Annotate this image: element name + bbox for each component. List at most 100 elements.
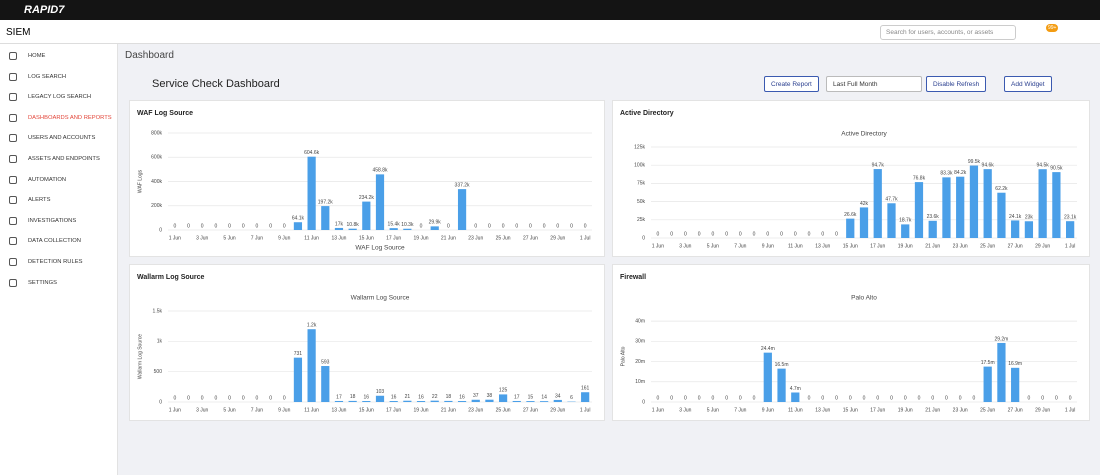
bar	[307, 329, 316, 402]
brand: RAPID7	[24, 4, 65, 16]
bar	[873, 169, 882, 238]
nav-item[interactable]: DATA COLLECTION	[28, 238, 81, 245]
widget: Wallarm Log Source Wallarm Log Source Wall…	[129, 264, 605, 421]
data-label: 29.2m	[994, 336, 1008, 342]
x-tick-label: 21 Jun	[441, 407, 456, 413]
nav-icon	[9, 113, 17, 122]
nav-item[interactable]: USERS AND ACCOUNTS	[28, 135, 96, 142]
data-label: 16.9m	[1008, 361, 1022, 367]
bar	[581, 392, 590, 402]
bar	[846, 218, 855, 238]
bar	[348, 228, 357, 230]
nav-item[interactable]: ASSETS AND ENDPOINTS	[28, 156, 100, 162]
data-label: 197.2k	[318, 199, 334, 205]
bar	[389, 228, 398, 230]
bar	[362, 201, 371, 230]
data-label: 0	[918, 395, 921, 401]
data-label: 0	[201, 223, 204, 229]
data-label: 0	[670, 395, 673, 401]
x-tick-label: 3 Jun	[679, 407, 691, 413]
data-label: 0	[821, 231, 824, 237]
x-tick-label: 29 Jun	[1035, 407, 1050, 413]
data-label: 0	[698, 395, 701, 401]
data-label: 42k	[860, 201, 869, 207]
x-tick-label: 17 Jun	[386, 407, 401, 413]
x-tick-label: 1 Jul	[1065, 243, 1076, 249]
x-tick-label: 15 Jun	[359, 407, 374, 413]
date-range[interactable]: Last Full Month	[826, 76, 922, 92]
y-axis-label: Palo Alto	[620, 346, 626, 366]
bar	[403, 228, 412, 230]
y-axis-label: Wallarm Log Source	[137, 334, 143, 379]
y-tick-label: 1k	[157, 339, 163, 345]
bar	[293, 357, 303, 402]
data-label: 0	[973, 395, 976, 401]
data-label: 22	[432, 394, 438, 400]
data-label: 0	[1069, 395, 1072, 401]
nav-item[interactable]: SETTINGS	[28, 279, 57, 286]
data-label: 0	[256, 223, 259, 229]
data-label: 24.4m	[761, 346, 775, 352]
bar	[763, 352, 772, 402]
data-label: 0	[256, 395, 259, 401]
x-tick-label: 1 Jul	[580, 407, 591, 413]
data-label: 0	[890, 395, 893, 401]
bar	[1038, 169, 1047, 238]
bar	[375, 174, 385, 230]
nav-item[interactable]: DASHBOARDS AND REPORTS	[28, 114, 112, 121]
nav-item[interactable]: HOME	[28, 53, 46, 59]
data-label: 4.7m	[790, 386, 801, 392]
nav-item[interactable]: DETECTION RULES	[28, 259, 83, 265]
y-tick-label: 0	[159, 399, 162, 405]
data-label: 94.7k	[872, 162, 885, 168]
data-label: 161	[581, 386, 590, 392]
data-label: 0	[656, 395, 659, 401]
data-label: 0	[228, 395, 231, 401]
data-label: 15	[528, 394, 534, 400]
button[interactable]: Add Widget	[1004, 76, 1052, 92]
button[interactable]: Create Report	[764, 76, 819, 92]
widget-title: Wallarm Log Source	[137, 274, 205, 281]
app-name: SIEM	[6, 27, 31, 38]
data-label: 0	[214, 223, 217, 229]
x-tick-label: 15 Jun	[843, 407, 858, 413]
bar	[997, 342, 1006, 402]
chart: WAF Log Source WAF Logs 0 200k 400k 600k 800k 0…	[137, 130, 592, 252]
chart-subtitle: Wallarm Log Source	[351, 295, 410, 302]
data-label: 0	[766, 231, 769, 237]
nav-item[interactable]: INVESTIGATIONS	[28, 217, 77, 224]
data-label: 6	[570, 395, 573, 401]
x-tick-label: 5 Jun	[707, 407, 719, 413]
data-label: 0	[420, 223, 423, 229]
data-label: 83.3k	[940, 171, 953, 177]
nav-item[interactable]: ALERTS	[28, 197, 51, 204]
chart-subtitle: Active Directory	[841, 131, 887, 138]
nav-item[interactable]: LOG SEARCH	[28, 73, 67, 80]
x-tick-label: 23 Jun	[953, 407, 968, 413]
bar	[512, 400, 521, 402]
button[interactable]: Disable Refresh	[926, 76, 987, 92]
bar	[928, 220, 937, 238]
x-tick-label: 7 Jun	[734, 243, 746, 249]
widget: WAF Log Source WAF Log Source WAF Logs 0 200…	[129, 100, 605, 257]
data-label: 94.6k	[982, 162, 995, 168]
bar	[471, 399, 480, 402]
x-tick-label: 19 Jun	[414, 235, 429, 241]
data-label: 0	[780, 231, 783, 237]
nav-item[interactable]: AUTOMATION	[28, 176, 67, 183]
x-tick-label: 1 Jul	[1065, 407, 1076, 413]
x-tick-label: 27 Jun	[523, 235, 538, 241]
search[interactable]: Search for users, accounts, or assets	[880, 25, 1016, 40]
x-tick-label: 7 Jun	[734, 407, 746, 413]
y-axis-label: WAF Logs	[137, 169, 143, 193]
nav-item[interactable]: LEGACY LOG SEARCH	[28, 94, 92, 101]
y-tick-label: 400k	[151, 179, 162, 185]
y-tick-label: 125k	[634, 144, 645, 150]
y-tick-label: 1.5k	[153, 308, 163, 314]
bar	[1066, 221, 1075, 238]
data-label: 10.8k	[347, 222, 360, 228]
data-label: 14	[541, 394, 547, 400]
x-tick-label: 27 Jun	[523, 407, 538, 413]
data-label: 0	[556, 223, 559, 229]
